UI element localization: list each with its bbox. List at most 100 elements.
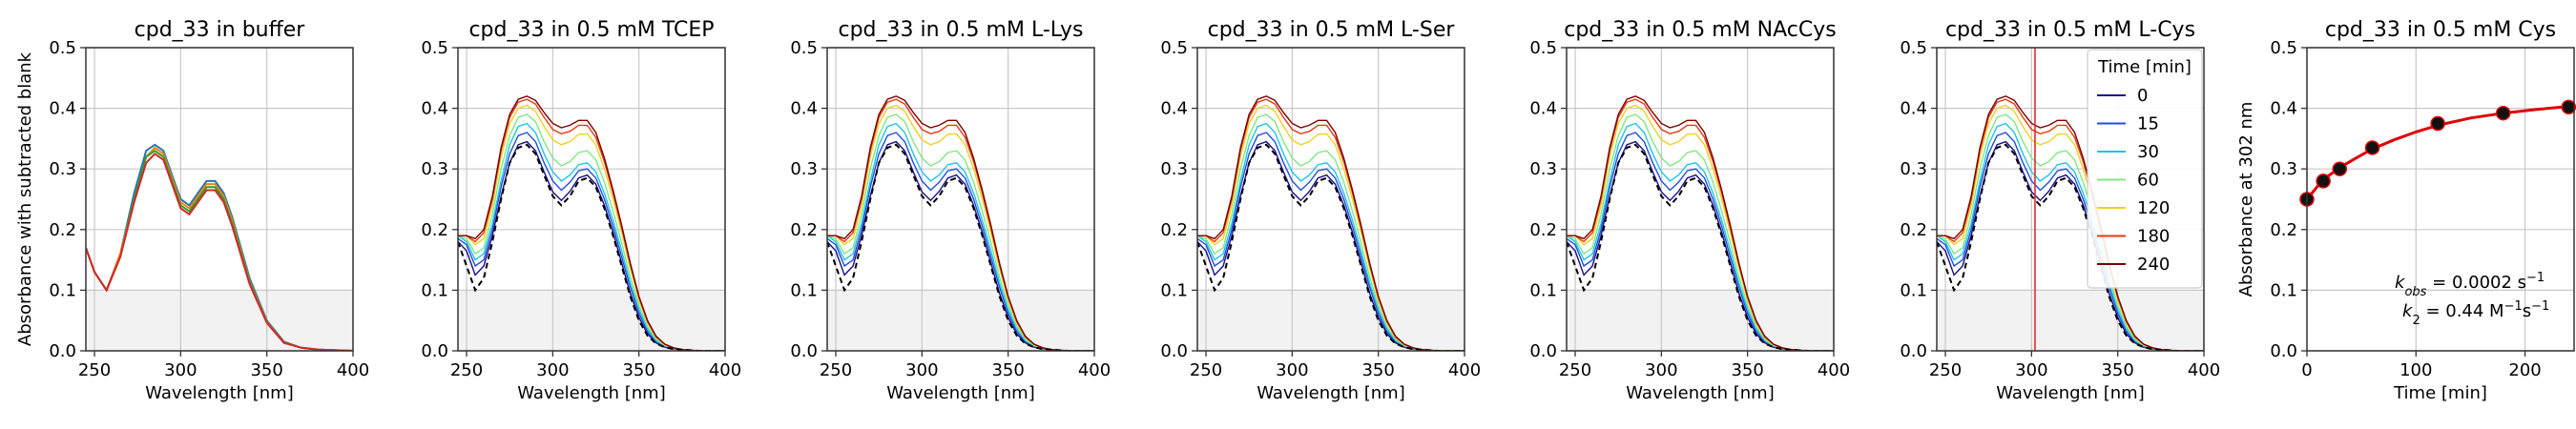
y-tick-label: 0.5 — [1900, 38, 1927, 58]
y-tick-label: 0.2 — [2270, 220, 2297, 240]
x-tick-label: 250 — [450, 360, 483, 380]
data-point — [2495, 105, 2511, 121]
x-tick-label: 0 — [2301, 360, 2312, 380]
axes-frame — [457, 47, 726, 352]
x-axis-label: Time [min] — [2393, 383, 2487, 403]
panel-1: 250 300 350 400 0.0 0.1 0.2 0.3 0.4 0.5 cpd_33 in … — [15, 18, 369, 403]
annotation-part: obs — [2404, 285, 2426, 299]
kobs-annotation: kobs = 0.0002 s−1 — [2395, 271, 2545, 299]
annotation-part: k — [2395, 273, 2406, 293]
x-tick-label: 400 — [1448, 360, 1481, 380]
x-tick-label: 400 — [709, 360, 741, 380]
axes-frame — [1196, 47, 1465, 352]
annotation-part: −1 — [2504, 299, 2523, 314]
x-tick-label: 250 — [78, 360, 111, 380]
y-tick-label: 0.4 — [1160, 99, 1188, 119]
y-tick-label: 0.1 — [790, 280, 818, 300]
axes-frame — [1936, 47, 2205, 352]
x-axis-label: Wavelength [nm] — [517, 383, 666, 403]
legend-entry-label: 180 — [2137, 227, 2170, 247]
legend-entry-label: 60 — [2137, 171, 2159, 191]
panel-7: 0 100 200 0.0 0.1 0.2 0.3 0.4 0.5 cpd_33 in 0.5 m… — [2236, 18, 2576, 403]
chart-title: cpd_33 in 0.5 mM Cys — [2325, 18, 2556, 42]
x-tick-label: 350 — [622, 360, 654, 380]
y-tick-label: 0.3 — [790, 159, 818, 179]
legend-entry-label: 0 — [2137, 86, 2148, 106]
blank-dashed-line — [827, 143, 1094, 351]
k2-annotation: k2 = 0.44 M−1s−1 — [2402, 299, 2549, 328]
x-tick-label: 400 — [1818, 360, 1850, 380]
x-tick-label: 300 — [1645, 360, 1677, 380]
x-tick-label: 300 — [905, 360, 938, 380]
y-tick-label: 0.4 — [1900, 99, 1927, 119]
x-tick-label: 250 — [1929, 360, 1962, 380]
y-tick-label: 0.2 — [1160, 220, 1188, 240]
data-point — [2430, 115, 2445, 132]
blank-shade-band — [458, 290, 725, 351]
y-tick-label: 0.4 — [421, 99, 448, 119]
x-tick-label: 400 — [1078, 360, 1111, 380]
y-tick-label: 0.2 — [421, 220, 448, 240]
y-tick-label: 0.2 — [1900, 220, 1927, 240]
annotation-part: −1 — [2531, 299, 2549, 314]
annotation-part: = 0.44 M — [2420, 301, 2504, 321]
panel-2: 250 300 350 400 0.0 0.1 0.2 0.3 0.4 0.5 cpd_33 in … — [421, 18, 741, 403]
y-tick-label: 0.1 — [49, 280, 76, 300]
blank-shade-band — [1197, 290, 1465, 351]
x-tick-label: 200 — [2508, 360, 2541, 380]
annotation-part: 2 — [2412, 314, 2420, 328]
x-tick-label: 350 — [1731, 360, 1763, 380]
annotation-part: −1 — [2526, 271, 2545, 285]
y-tick-label: 0.3 — [1900, 159, 1927, 179]
panel-4: 250 300 350 400 0.0 0.1 0.2 0.3 0.4 0.5 cpd_33 in … — [1160, 18, 1481, 403]
chart-title: cpd_33 in 0.5 mM NAcCys — [1564, 18, 1837, 42]
y-tick-label: 0.2 — [49, 220, 76, 240]
y-tick-label: 0.5 — [1529, 38, 1557, 58]
x-tick-label: 300 — [164, 360, 197, 380]
data-point — [2364, 140, 2380, 155]
y-tick-label: 0.3 — [49, 159, 76, 179]
y-tick-label: 0.4 — [2270, 99, 2297, 119]
x-axis-label: Wavelength [nm] — [1996, 383, 2145, 403]
y-tick-label: 0.0 — [1160, 341, 1188, 361]
x-tick-label: 300 — [1276, 360, 1308, 380]
x-tick-label: 300 — [2015, 360, 2047, 380]
x-axis-label: Wavelength [nm] — [1257, 383, 1405, 403]
y-tick-label: 0.2 — [790, 220, 818, 240]
y-tick-label: 0.1 — [1160, 280, 1188, 300]
series-line-4 — [86, 152, 353, 351]
legend-entry-label: 240 — [2137, 255, 2170, 275]
chart-title: cpd_33 in 0.5 mM L-Cys — [1945, 18, 2195, 42]
y-tick-label: 0.3 — [1160, 159, 1188, 179]
y-tick-label: 0.0 — [790, 341, 818, 361]
annotation-part: k — [2402, 301, 2414, 321]
y-axis-label: Absorbance at 302 nm — [2236, 102, 2256, 297]
y-tick-label: 0.2 — [1529, 220, 1557, 240]
y-tick-label: 0.1 — [1529, 280, 1557, 300]
y-tick-label: 0.5 — [2270, 38, 2297, 58]
legend-entry-label: 120 — [2137, 198, 2170, 218]
y-tick-label: 0.5 — [1160, 38, 1188, 58]
chart-title: cpd_33 in buffer — [135, 18, 306, 42]
y-axis-label: Absorbance with subtracted blank — [15, 51, 35, 346]
data-point — [2561, 99, 2576, 115]
x-tick-label: 250 — [1559, 360, 1591, 380]
axes-frame — [85, 47, 354, 352]
x-tick-label: 250 — [1190, 360, 1222, 380]
blank-shade-band — [86, 290, 353, 351]
y-tick-label: 0.0 — [49, 341, 76, 361]
blank-dashed-line — [1937, 143, 2204, 351]
x-axis-label: Wavelength [nm] — [1626, 383, 1775, 403]
legend-title: Time [min] — [2097, 57, 2192, 77]
panel-5: 250 300 350 400 0.0 0.1 0.2 0.3 0.4 0.5 cpd_33 in … — [1529, 18, 1850, 403]
legend-box — [2087, 49, 2203, 289]
blank-dashed-line — [1567, 143, 1834, 351]
y-tick-label: 0.0 — [1900, 341, 1927, 361]
y-tick-label: 0.5 — [49, 38, 76, 58]
y-tick-label: 0.4 — [49, 99, 76, 119]
y-tick-label: 0.5 — [790, 38, 818, 58]
y-tick-label: 0.1 — [421, 280, 448, 300]
x-tick-label: 350 — [2101, 360, 2133, 380]
x-tick-label: 350 — [1361, 360, 1394, 380]
